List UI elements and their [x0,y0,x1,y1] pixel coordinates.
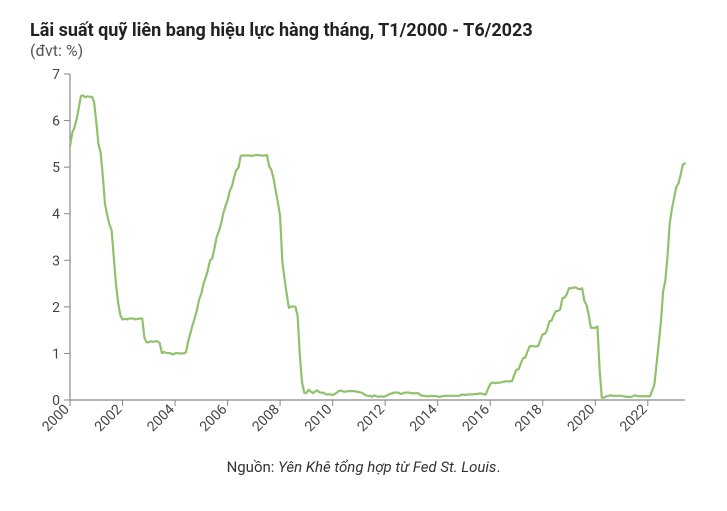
y-tick-label: 2 [52,300,60,316]
source-suffix: . [496,458,500,476]
x-tick-label: 2006 [197,401,231,435]
chart-title: Lãi suất quỹ liên bang hiệu lực hàng thá… [30,20,697,41]
x-tick-label: 2014 [407,401,441,435]
y-tick-label: 6 [52,114,60,130]
chart-subtitle: (đvt: %) [30,41,697,60]
y-tick-label: 4 [52,207,60,223]
x-tick-label: 2020 [565,401,599,435]
fed-funds-rate-line [70,95,685,397]
x-tick-label: 2010 [302,401,336,435]
source-prefix: Nguồn: [227,458,279,476]
x-tick-label: 2012 [354,401,388,435]
line-chart-svg: 0123456720002002200420062008201020122014… [30,66,697,456]
plot-area: 0123456720002002200420062008201020122014… [30,66,697,456]
x-tick-label: 2008 [249,401,283,435]
x-tick-label: 2016 [459,401,493,435]
x-tick-label: 2022 [617,401,651,435]
x-tick-label: 2002 [92,401,126,435]
chart-source: Nguồn: Yên Khê tổng hợp từ Fed St. Louis… [30,458,697,476]
x-tick-label: 2018 [512,401,546,435]
source-name: Yên Khê tổng hợp từ Fed St. Louis [278,458,496,476]
y-tick-label: 7 [52,67,60,83]
chart-container: Lãi suất quỹ liên bang hiệu lực hàng thá… [0,0,727,511]
y-tick-label: 3 [52,253,60,269]
x-tick-label: 2000 [39,401,73,435]
x-tick-label: 2004 [144,401,178,435]
y-tick-label: 1 [52,346,60,362]
y-tick-label: 5 [52,160,60,176]
